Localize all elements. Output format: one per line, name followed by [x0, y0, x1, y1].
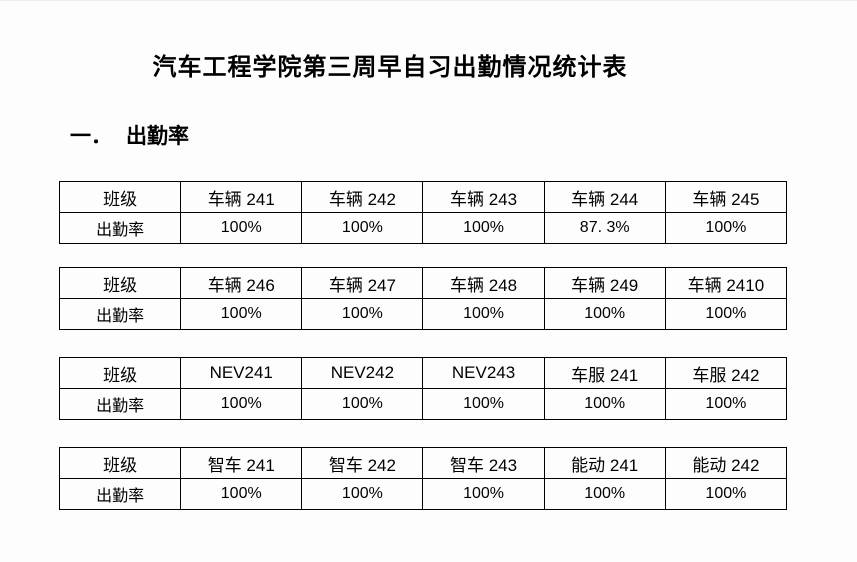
class-name-cell: 能动 241 [543, 447, 666, 479]
rate-row-label: 出勤率 [58, 212, 182, 244]
class-name-cell: 车辆 242 [301, 181, 424, 213]
table-row-classes: 班级 车辆 246 车辆 247 车辆 248 车辆 249 车辆 2410 [58, 267, 788, 299]
rate-value-cell: 87. 3% [543, 212, 666, 244]
rate-value-cell: 100% [422, 478, 545, 510]
rate-value-cell: 100% [180, 478, 303, 510]
rate-value-cell: 100% [180, 212, 303, 244]
table-row-rates: 出勤率 100% 100% 100% 100% 100% [58, 298, 788, 330]
rate-value-cell: 100% [664, 388, 788, 420]
attendance-table-4: 班级 智车 241 智车 242 智车 243 能动 241 能动 242 出勤… [58, 447, 788, 510]
attendance-table-3: 班级 NEV241 NEV242 NEV243 车服 241 车服 242 出勤… [58, 357, 788, 420]
class-name-cell: 车辆 248 [422, 267, 545, 299]
class-name-cell: 车服 241 [543, 357, 666, 389]
rate-value-cell: 100% [301, 298, 424, 330]
table-row-rates: 出勤率 100% 100% 100% 100% 100% [58, 388, 788, 420]
class-name-cell: 车辆 244 [543, 181, 666, 213]
rate-value-cell: 100% [543, 478, 666, 510]
class-row-label: 班级 [58, 267, 182, 299]
rate-value-cell: 100% [543, 298, 666, 330]
rate-value-cell: 100% [422, 212, 545, 244]
rate-value-cell: 100% [664, 478, 788, 510]
class-name-cell: NEV243 [422, 357, 545, 389]
table-row-classes: 班级 智车 241 智车 242 智车 243 能动 241 能动 242 [58, 447, 788, 479]
section-label: 出勤率 [126, 125, 189, 148]
rate-value-cell: 100% [301, 212, 424, 244]
attendance-table-1: 班级 车辆 241 车辆 242 车辆 243 车辆 244 车辆 245 出勤… [58, 181, 788, 244]
class-name-cell: 车辆 241 [180, 181, 303, 213]
table-row-rates: 出勤率 100% 100% 100% 87. 3% 100% [58, 212, 788, 244]
rate-value-cell: 100% [422, 388, 545, 420]
class-row-label: 班级 [58, 181, 182, 213]
class-name-cell: 车辆 2410 [664, 267, 788, 299]
class-name-cell: 智车 242 [301, 447, 424, 479]
rate-value-cell: 100% [301, 478, 424, 510]
rate-value-cell: 100% [180, 298, 303, 330]
class-name-cell: 车辆 246 [180, 267, 303, 299]
class-row-label: 班级 [58, 447, 182, 479]
rate-row-label: 出勤率 [58, 298, 182, 330]
rate-row-label: 出勤率 [58, 478, 182, 510]
class-name-cell: 车服 242 [664, 357, 788, 389]
class-name-cell: 车辆 249 [543, 267, 666, 299]
rate-value-cell: 100% [543, 388, 666, 420]
table-row-classes: 班级 NEV241 NEV242 NEV243 车服 241 车服 242 [58, 357, 788, 389]
section-heading: 一． 出勤率 [70, 120, 189, 150]
section-number: 一． [70, 125, 112, 148]
class-name-cell: 智车 241 [180, 447, 303, 479]
class-name-cell: 车辆 247 [301, 267, 424, 299]
attendance-table-2: 班级 车辆 246 车辆 247 车辆 248 车辆 249 车辆 2410 出… [58, 267, 788, 330]
rate-row-label: 出勤率 [58, 388, 182, 420]
rate-value-cell: 100% [422, 298, 545, 330]
table-row-rates: 出勤率 100% 100% 100% 100% 100% [58, 478, 788, 510]
class-name-cell: 车辆 243 [422, 181, 545, 213]
rate-value-cell: 100% [664, 298, 788, 330]
class-name-cell: NEV242 [301, 357, 424, 389]
rate-value-cell: 100% [180, 388, 303, 420]
class-name-cell: 能动 242 [664, 447, 788, 479]
class-name-cell: 智车 243 [422, 447, 545, 479]
document-title: 汽车工程学院第三周早自习出勤情况统计表 [152, 54, 628, 81]
table-row-classes: 班级 车辆 241 车辆 242 车辆 243 车辆 244 车辆 245 [58, 181, 788, 213]
rate-value-cell: 100% [301, 388, 424, 420]
class-name-cell: 车辆 245 [664, 181, 788, 213]
class-name-cell: NEV241 [180, 357, 303, 389]
rate-value-cell: 100% [664, 212, 788, 244]
class-row-label: 班级 [58, 357, 182, 389]
